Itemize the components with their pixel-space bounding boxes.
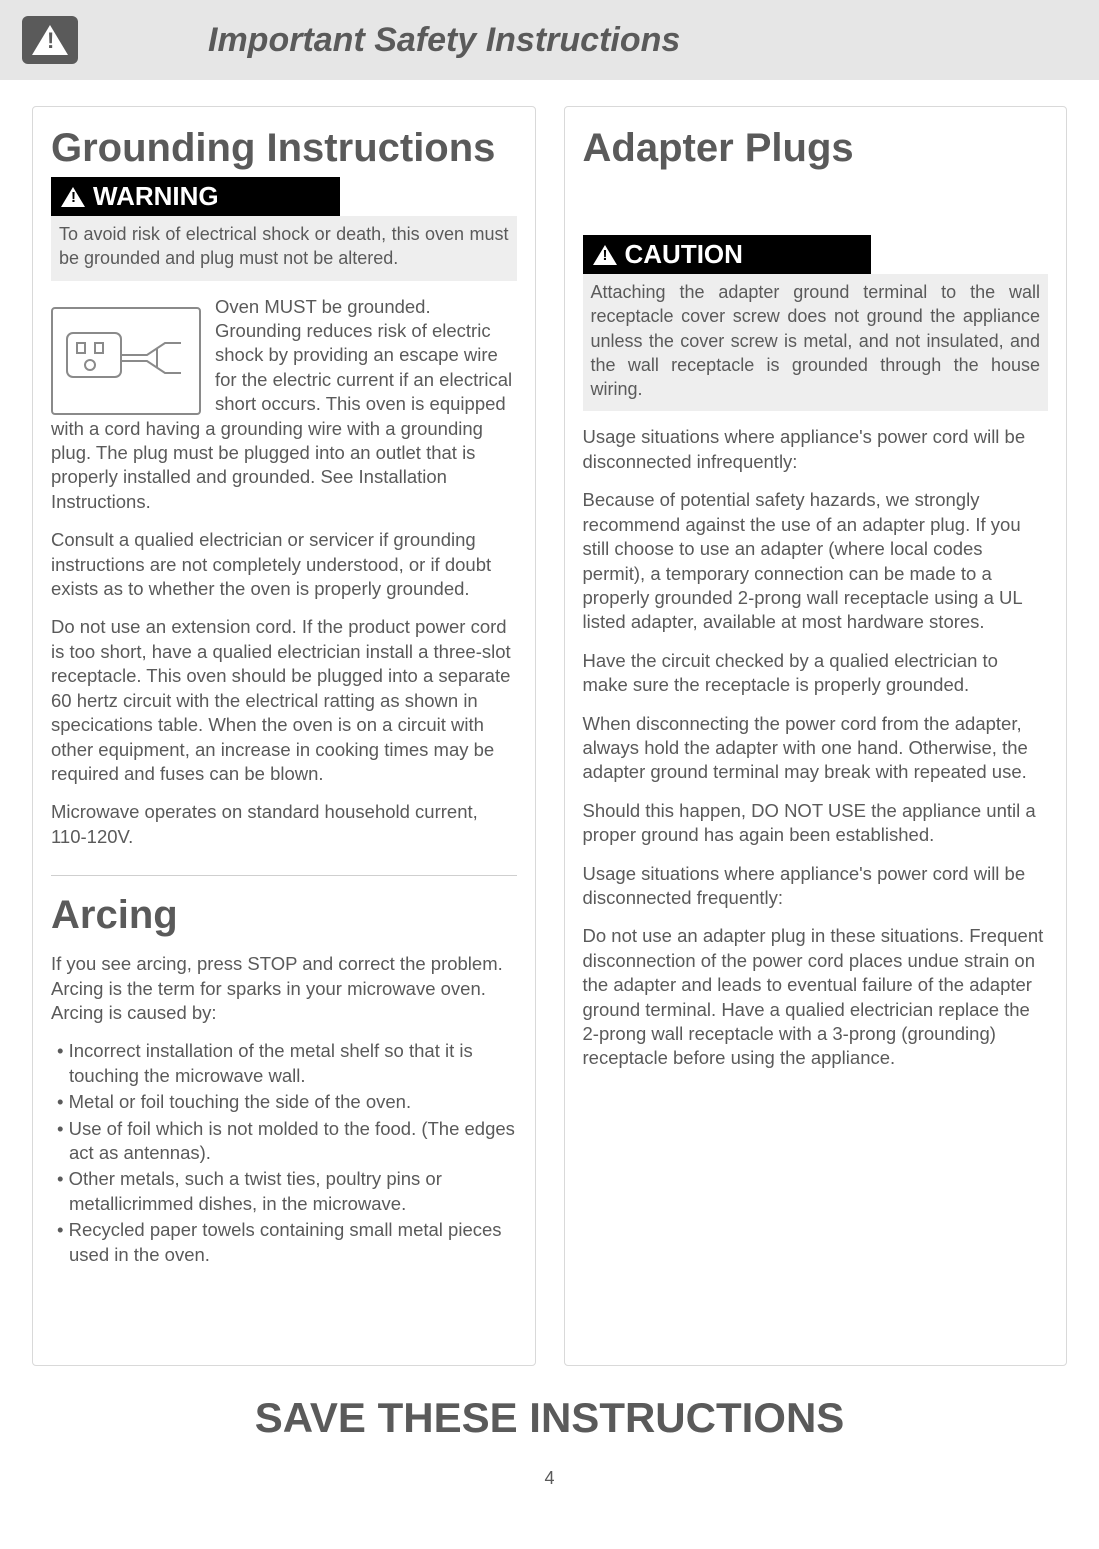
adapter-p3: Have the circuit checked by a qualied el… xyxy=(583,649,1049,698)
plug-illustration xyxy=(51,307,201,415)
grounding-p3: Do not use an extension cord. If the pro… xyxy=(51,615,517,786)
warning-icon: ! xyxy=(61,187,85,207)
save-instructions: SAVE THESE INSTRUCTIONS xyxy=(0,1394,1099,1442)
alert-icon: ! xyxy=(22,16,78,64)
caution-body: Attaching the adapter ground terminal to… xyxy=(583,274,1049,411)
caution-label: CAUTION xyxy=(625,239,743,270)
grounding-heading: Grounding Instructions xyxy=(51,125,517,171)
adapter-p5: Should this happen, DO NOT USE the appli… xyxy=(583,799,1049,848)
arcing-intro: If you see arcing, press STOP and correc… xyxy=(51,952,517,1025)
list-item: Incorrect installation of the metal shel… xyxy=(51,1039,517,1088)
page-number: 4 xyxy=(0,1468,1099,1489)
adapter-p6: Usage situations where appliance's power… xyxy=(583,862,1049,911)
list-item: Other metals, such a twist ties, poultry… xyxy=(51,1167,517,1216)
adapter-p1: Usage situations where appliance's power… xyxy=(583,425,1049,474)
warning-banner: ! WARNING xyxy=(51,177,340,216)
plug-icon xyxy=(61,321,191,401)
right-column: Adapter Plugs ! CAUTION Attaching the ad… xyxy=(564,106,1068,1366)
adapter-p2: Because of potential safety hazards, we … xyxy=(583,488,1049,634)
arcing-heading: Arcing xyxy=(51,892,517,938)
caution-banner: ! CAUTION xyxy=(583,235,872,274)
warning-label: WARNING xyxy=(93,181,219,212)
page-title: Important Safety Instructions xyxy=(208,21,680,60)
content-columns: Grounding Instructions ! WARNING To avoi… xyxy=(0,80,1099,1376)
page: ! Important Safety Instructions Groundin… xyxy=(0,0,1099,1509)
section-divider xyxy=(51,875,517,876)
left-column: Grounding Instructions ! WARNING To avoi… xyxy=(32,106,536,1366)
caution-icon: ! xyxy=(593,245,617,265)
warning-body: To avoid risk of electrical shock or dea… xyxy=(51,216,517,281)
list-item: Use of foil which is not molded to the f… xyxy=(51,1117,517,1166)
adapter-p7: Do not use an adapter plug in these situ… xyxy=(583,924,1049,1070)
adapter-heading: Adapter Plugs xyxy=(583,125,1049,171)
adapter-p4: When disconnecting the power cord from t… xyxy=(583,712,1049,785)
arcing-list: Incorrect installation of the metal shel… xyxy=(51,1039,517,1267)
list-item: Metal or foil touching the side of the o… xyxy=(51,1090,517,1114)
header-bar: ! Important Safety Instructions xyxy=(0,0,1099,80)
grounding-p2: Consult a qualied electrician or service… xyxy=(51,528,517,601)
grounding-p4: Microwave operates on standard household… xyxy=(51,800,517,849)
list-item: Recycled paper towels containing small m… xyxy=(51,1218,517,1267)
